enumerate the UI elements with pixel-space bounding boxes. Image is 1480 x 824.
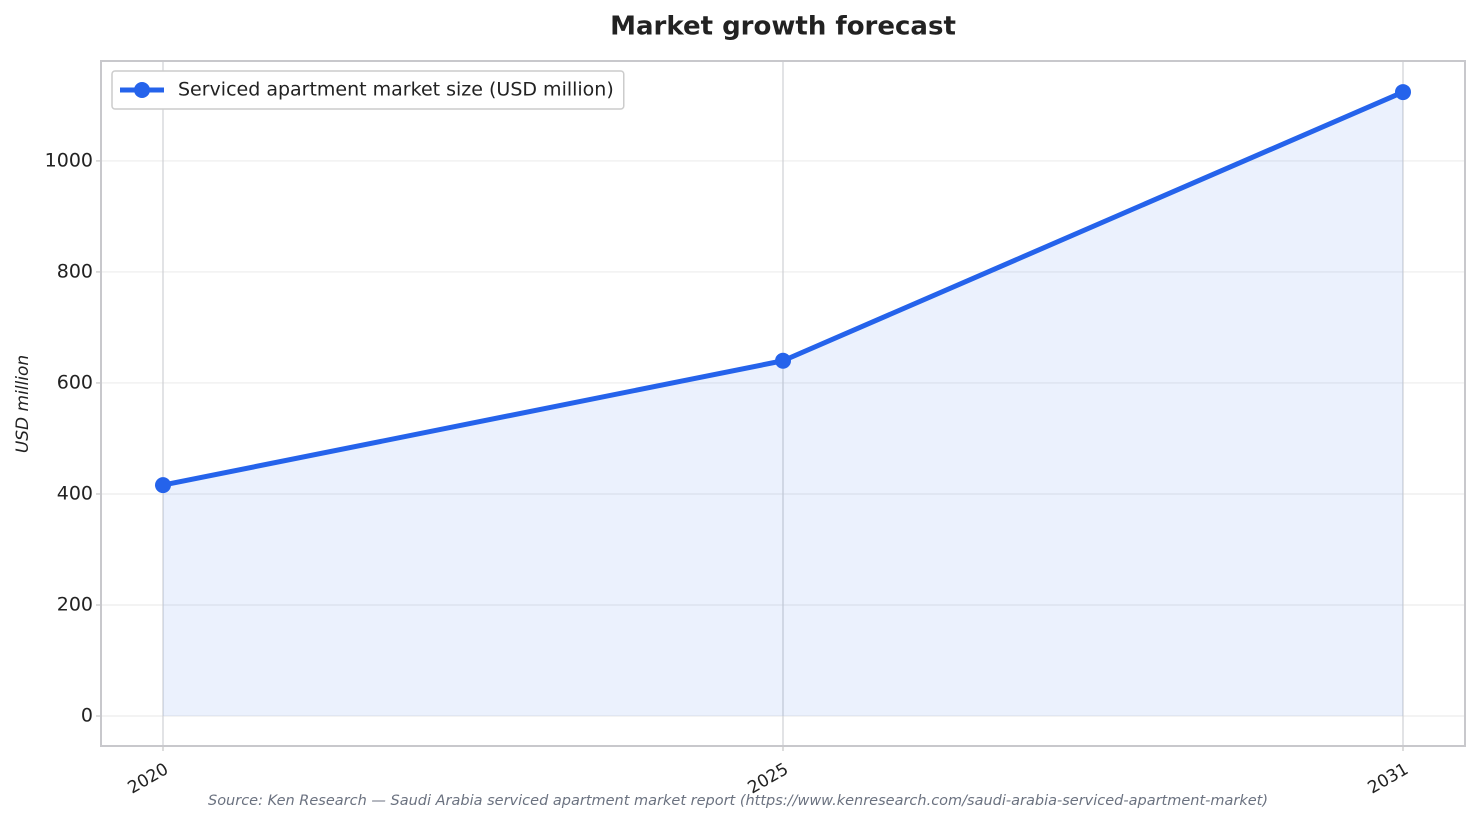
y-tick-label: 1000 (45, 149, 93, 171)
x-tick-label: 2031 (1365, 759, 1412, 798)
y-axis-label: USD million (13, 355, 33, 453)
area (163, 92, 1403, 717)
plot-frame (100, 60, 1466, 747)
y-tick-label: 800 (57, 260, 93, 282)
y-tick-label: 600 (57, 371, 93, 393)
y-tick-label: 0 (81, 705, 93, 727)
grid (101, 61, 1465, 746)
legend-box (111, 70, 625, 110)
point (775, 352, 791, 369)
y-tick-label: 400 (57, 482, 93, 504)
legend-label: Serviced apartment market size (USD mill… (178, 79, 614, 101)
point (155, 477, 171, 494)
y-tick-label: 200 (57, 594, 93, 616)
point (1395, 84, 1411, 101)
x-tick-label: 2020 (125, 759, 172, 798)
chart-title: Market growth forecast (610, 12, 956, 42)
legend-marker (134, 82, 150, 98)
source-note: Source: Ken Research — Saudi Arabia serv… (208, 793, 1268, 809)
legend: Serviced apartment market size (USD mill… (111, 70, 625, 110)
